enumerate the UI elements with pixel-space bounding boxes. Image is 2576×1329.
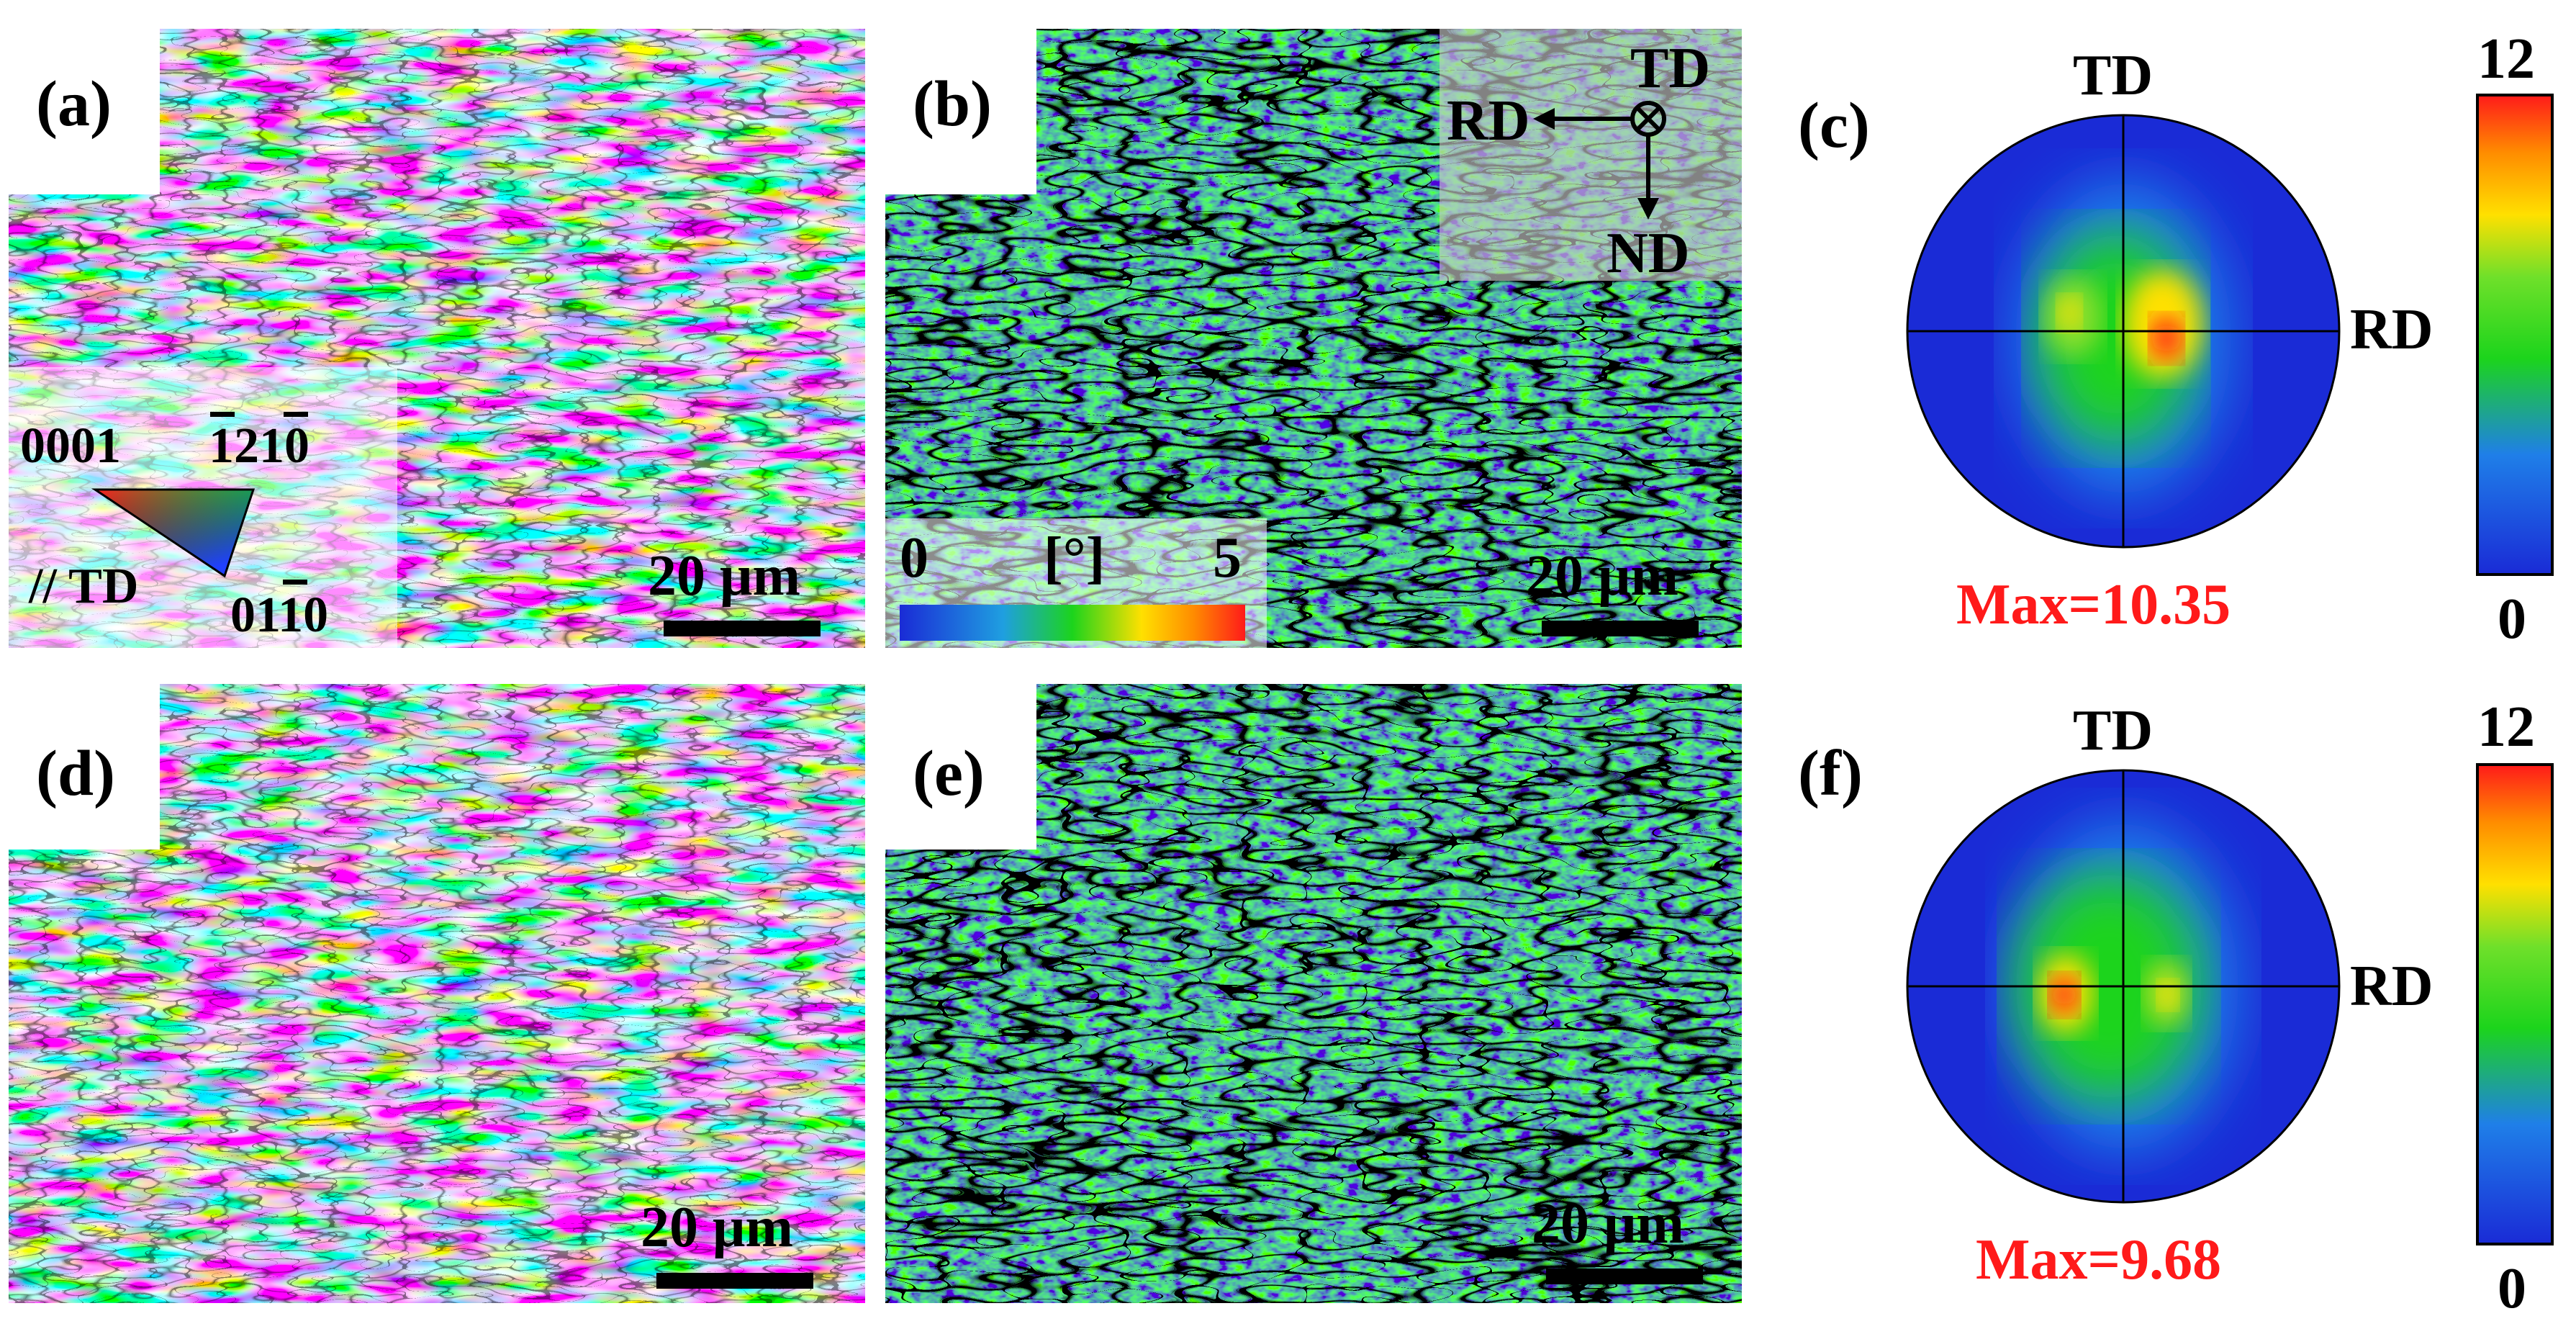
ipf-legend-1210: 1210: [209, 418, 309, 474]
kam-map-e: [885, 684, 1742, 1303]
pole-figure-f: [1906, 769, 2341, 1204]
panel-label-b: (b): [913, 68, 992, 140]
max-value-f: Max=9.68: [1976, 1228, 2222, 1292]
overline-0110: [283, 580, 307, 585]
scale-bar-d: [656, 1273, 813, 1289]
panel-label-f: (f): [1798, 738, 1863, 809]
overline-1210: [210, 412, 235, 417]
ipf-legend-0110: 0110: [230, 587, 329, 643]
kam-legend-max: 5: [1213, 526, 1242, 590]
scale-bar-e: [1546, 1269, 1703, 1284]
ipf-legend-0001: 0001: [20, 418, 121, 474]
colorbar-max-c: 12: [2477, 27, 2535, 91]
ipf-legend-triangle: [91, 488, 256, 578]
axes-arrows: [1533, 101, 1666, 220]
kam-colorbar: [900, 605, 1245, 641]
colorbar-min-c: 0: [2498, 587, 2526, 651]
kam-map-b: [885, 29, 1742, 648]
ipf-map-d: [9, 684, 865, 1303]
colorbar-min-f: 0: [2498, 1257, 2526, 1320]
axis-td: TD: [1630, 37, 1711, 100]
ipf-legend-direction: // TD: [29, 559, 139, 614]
kam-legend-min: 0: [900, 526, 928, 590]
scale-bar-a: [664, 621, 821, 636]
pole-td-f: TD: [2073, 699, 2154, 762]
scale-bar-label-d: 20 μm: [641, 1196, 793, 1259]
max-value-c: Max=10.35: [1956, 573, 2231, 636]
colorbar-f: [2476, 763, 2554, 1245]
pole-figure-c: [1906, 114, 2341, 549]
panel-label-e: (e): [913, 738, 985, 809]
ipf-map-a: [9, 29, 865, 648]
colorbar-max-f: 12: [2477, 695, 2535, 759]
panel-label-c: (c): [1798, 90, 1870, 161]
scale-bar-b: [1542, 621, 1699, 636]
axis-nd: ND: [1606, 222, 1690, 285]
pole-rd-f: RD: [2350, 955, 2433, 1018]
pole-td-c: TD: [2073, 44, 2154, 107]
axis-rd: RD: [1447, 89, 1530, 153]
panel-label-a: (a): [36, 68, 112, 140]
colorbar-c: [2476, 94, 2554, 576]
overline-1210-b: [284, 412, 308, 417]
pole-rd-c: RD: [2350, 298, 2433, 361]
kam-legend-unit: [°]: [1044, 526, 1106, 590]
scale-bar-label-a: 20 μm: [648, 544, 800, 608]
scale-bar-label-e: 20 μm: [1532, 1192, 1684, 1256]
panel-label-d: (d): [36, 738, 115, 809]
scale-bar-label-b: 20 μm: [1526, 544, 1678, 608]
axes-inset-backdrop: [1440, 29, 1742, 281]
